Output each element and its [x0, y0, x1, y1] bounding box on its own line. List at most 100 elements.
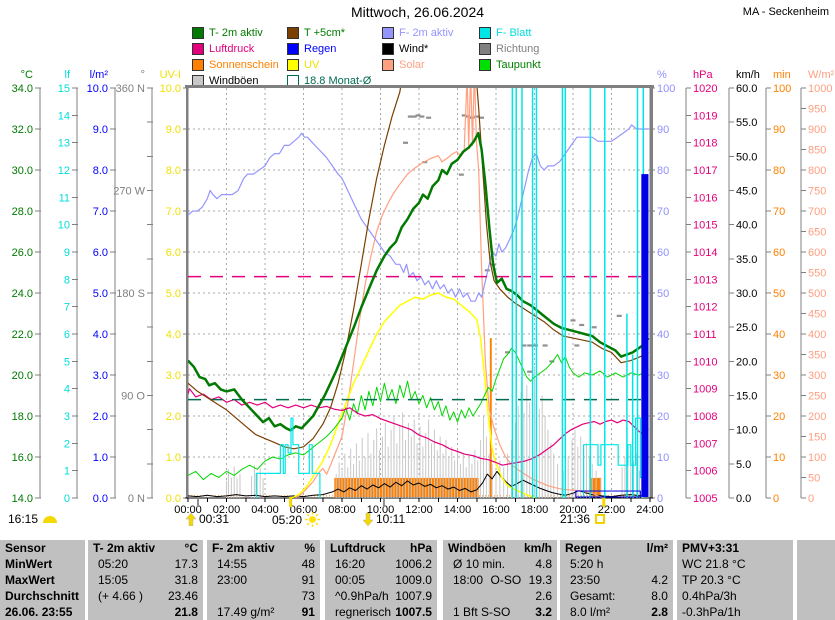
svg-text:50: 50 [657, 288, 669, 300]
table-row: 5:20 h [570, 557, 604, 571]
svg-text:°C: °C [21, 69, 33, 81]
svg-text:45.0: 45.0 [736, 186, 757, 198]
svg-text:1020: 1020 [693, 83, 717, 95]
svg-text:1014: 1014 [693, 247, 717, 259]
table-row: -0.3hPa/1h [682, 605, 741, 619]
axis-%: 0 10 20 30 40 50 60 70 80 90 100% [649, 69, 675, 505]
svg-text:15: 15 [58, 83, 70, 95]
table-row: T- 2m aktiv °C [93, 541, 198, 555]
legend-swatch [479, 59, 491, 71]
svg-text:180 S: 180 S [116, 288, 145, 300]
svg-text:1: 1 [64, 466, 70, 478]
legend-item: UV [287, 57, 382, 73]
svg-text:1005: 1005 [693, 493, 717, 505]
svg-text:1012: 1012 [693, 302, 717, 314]
svg-text:90: 90 [773, 124, 785, 136]
legend-swatch [382, 43, 394, 55]
svg-text:6: 6 [64, 329, 70, 341]
legend-item: Solar [382, 57, 479, 73]
table-row: 2.6 [535, 589, 552, 603]
series-regen-gesamt [641, 174, 649, 497]
table-row: Regen l/m² [565, 541, 668, 555]
svg-text:150: 150 [808, 432, 826, 444]
table-row: 73 [301, 589, 315, 603]
svg-text:7.0: 7.0 [93, 206, 108, 218]
svg-text:km/h: km/h [736, 69, 760, 81]
svg-text:1007: 1007 [693, 438, 717, 450]
svg-text:11: 11 [59, 192, 70, 204]
table-row: WC 21.8 °C [682, 557, 746, 571]
svg-text:4.0: 4.0 [93, 329, 108, 341]
svg-text:30.0: 30.0 [12, 165, 33, 177]
table-row: 8.0 l/m² 2.8 [570, 605, 668, 619]
svg-text:10:00: 10:00 [367, 504, 395, 516]
svg-text:100: 100 [657, 83, 675, 95]
legend-swatch [382, 27, 394, 39]
table-group [797, 540, 835, 620]
svg-text:18.0: 18.0 [12, 411, 33, 423]
svg-text:90: 90 [657, 124, 669, 136]
stats-table: Sensor MinWert MaxWert Durchschnitt 26.06. 2… [0, 540, 835, 620]
svg-text:1006: 1006 [693, 466, 717, 478]
svg-text:4.0: 4.0 [166, 329, 181, 341]
moon-phase-time: 16:15 [8, 512, 39, 526]
svg-text:40: 40 [657, 329, 669, 341]
svg-text:750: 750 [808, 186, 826, 198]
legend-swatch [287, 27, 299, 39]
svg-text:200: 200 [808, 411, 826, 423]
svg-text:1.0: 1.0 [166, 452, 181, 464]
series-fblatt-spitzen [511, 88, 645, 498]
svg-text:25.0: 25.0 [736, 322, 757, 334]
table-row: 16:20 1006.2 [335, 557, 432, 571]
axis-min: 0 10 20 30 40 50 60 70 80 90 100 min [765, 69, 791, 505]
table-group: Windböen km/h Ø 10 min. 4.8 18:00 O-SO 19.3 2.6… [443, 540, 557, 620]
svg-text:3.0: 3.0 [166, 370, 181, 382]
svg-text:650: 650 [808, 227, 826, 239]
table-row: 00:05 1009.0 [335, 573, 432, 587]
table-row: 23:50 4.2 [570, 573, 668, 587]
legend-item: Richtung [479, 41, 599, 57]
svg-text:60: 60 [773, 247, 785, 259]
svg-text:1000: 1000 [808, 83, 832, 95]
sun-icon [305, 512, 321, 527]
svg-text:600: 600 [808, 247, 826, 259]
svg-text:26.0: 26.0 [12, 247, 33, 259]
svg-text:0.0: 0.0 [166, 493, 181, 505]
svg-text:14.0: 14.0 [12, 493, 33, 505]
axis-l/m²: 0.0 1.0 2.0 3.0 4.0 5.0 6.0 7.0 8.0 9.0 10.0 l/m² [87, 69, 116, 505]
series-fblatt-morgen [255, 417, 321, 498]
svg-text:1017: 1017 [693, 165, 717, 177]
legend-item: Wind* [382, 41, 479, 57]
svg-text:0: 0 [657, 493, 663, 505]
svg-text:10.0: 10.0 [160, 83, 181, 95]
svg-text:950: 950 [808, 104, 826, 116]
svg-text:8: 8 [64, 274, 70, 286]
legend-swatch [479, 27, 491, 39]
svg-text:1010: 1010 [693, 356, 717, 368]
legend-label: T +5cm* [304, 27, 346, 39]
svg-text:100: 100 [808, 452, 826, 464]
svg-text:10: 10 [58, 220, 70, 232]
svg-text:80: 80 [657, 165, 669, 177]
sun-moon-marker-row: 16:15 00:31 05:20 10:11 21:36 [0, 510, 835, 530]
svg-text:20: 20 [773, 411, 785, 423]
svg-text:28.0: 28.0 [12, 206, 33, 218]
svg-text:350: 350 [808, 350, 826, 362]
legend-item: T +5cm* [287, 25, 382, 41]
svg-text:50: 50 [808, 473, 820, 485]
svg-text:60.0: 60.0 [736, 83, 757, 95]
svg-text:10: 10 [657, 452, 669, 464]
legend-label: F- 2m aktiv [399, 27, 454, 39]
svg-text:06:00: 06:00 [290, 504, 318, 516]
legend-label: T- 2m aktiv [209, 27, 263, 39]
legend-item: F- 2m aktiv [382, 25, 479, 41]
legend-label: Luftdruck [209, 43, 255, 55]
legend-item: T- 2m aktiv [192, 25, 287, 41]
svg-text:9: 9 [64, 247, 70, 259]
table-row: MinWert [5, 557, 53, 571]
svg-text:lf: lf [65, 69, 71, 81]
svg-text:UV-I: UV-I [160, 69, 181, 81]
legend-label: Sonnenschein [209, 59, 279, 71]
svg-text:15.0: 15.0 [736, 391, 757, 403]
